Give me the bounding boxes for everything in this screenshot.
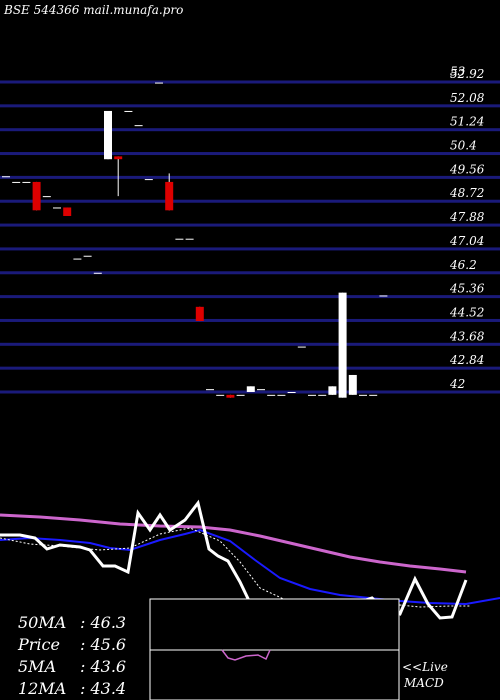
y-tick-label: 42.84: [449, 353, 484, 367]
candle-bull: [12, 181, 21, 183]
candle-bull: [236, 394, 245, 396]
stat-price-label: Price: [18, 635, 60, 654]
macd-panel: [149, 598, 400, 700]
candle-bull: [216, 394, 225, 396]
y-tick-label: 49.56: [449, 162, 485, 176]
candle-bull: [155, 82, 163, 84]
grid-line: [0, 342, 500, 346]
y-tick-label: 50.4: [450, 139, 477, 153]
y-tick-label: 47.88: [449, 210, 485, 224]
candle-bull: [93, 272, 102, 274]
stat-50ma: 50MA : 46.3: [18, 613, 126, 632]
y-tick-label: 45.36: [449, 282, 485, 296]
y-tick-label: 46.2: [449, 258, 477, 272]
candle-bull: [104, 110, 112, 160]
stat-5ma-value: : 43.6: [80, 657, 127, 676]
candle-bull: [369, 394, 378, 396]
candle-bull: [379, 295, 388, 297]
stat-5ma: 5MA : 43.6: [18, 657, 126, 676]
ma-mid-line: [0, 528, 500, 606]
stat-12ma-value: : 43.4: [80, 679, 127, 698]
candle-bull: [175, 238, 184, 240]
candle-bear: [226, 394, 235, 398]
candle-bear: [165, 181, 174, 211]
grid-lines: [0, 80, 500, 394]
candle-bull: [328, 386, 337, 395]
grid-line: [0, 366, 500, 370]
ma-long-line: [0, 513, 467, 574]
grid-line: [0, 128, 500, 132]
y-tick-label: 52.92: [450, 67, 484, 81]
candle-bull: [144, 179, 153, 181]
grid-line: [0, 271, 500, 275]
candle-bull: [2, 176, 10, 178]
grid-line: [0, 80, 500, 84]
chart-title: BSE 544366 mail.munafa.pro: [4, 3, 184, 17]
grid-line: [0, 247, 500, 251]
stat-12ma-label: 12MA: [18, 679, 67, 698]
candle-bull: [83, 255, 92, 257]
grid-line: [0, 175, 500, 179]
y-tick-label: 42: [449, 377, 465, 391]
y-tick-label: 48.72: [449, 186, 484, 200]
candle-bull: [359, 394, 367, 396]
macd-label: MACD: [404, 676, 444, 690]
candle-bull: [267, 394, 276, 396]
stat-5ma-label: 5MA: [18, 657, 57, 676]
candle-bull: [277, 394, 286, 396]
grid-line: [0, 295, 500, 299]
grid-line: [0, 223, 500, 227]
candle-bull: [318, 394, 327, 396]
candle-bull: [287, 392, 296, 393]
candle-bear: [63, 207, 72, 216]
y-tick-label: 51.24: [450, 115, 484, 129]
ma-short-line: [0, 527, 470, 608]
stat-12ma: 12MA : 43.4: [18, 679, 126, 698]
live-label: <<Live: [402, 660, 448, 674]
candle-bear: [114, 156, 123, 160]
stat-50ma-value: : 46.3: [80, 613, 127, 632]
candle-bull: [308, 394, 316, 396]
y-tick-label: 44.52: [449, 305, 484, 319]
y-tick-label: 52.08: [450, 91, 485, 105]
candle-bull: [297, 346, 306, 348]
candle-bear: [32, 181, 41, 211]
grid-line: [0, 152, 500, 156]
candle-bull: [246, 386, 255, 392]
stat-price-value: : 45.6: [80, 635, 127, 654]
candle-bull: [206, 389, 214, 391]
macd-line: [221, 649, 271, 661]
candle-bull: [134, 125, 143, 127]
candle-bull: [185, 238, 194, 240]
candle-bull: [257, 389, 265, 391]
stat-price: Price : 45.6: [18, 635, 126, 654]
candle-bull: [42, 196, 51, 198]
candle-bull: [22, 181, 31, 183]
candlesticks: [2, 82, 388, 398]
stat-50ma-label: 50MA: [18, 613, 67, 632]
grid-line: [0, 199, 500, 203]
candle-bull: [338, 292, 347, 398]
grid-line: [0, 318, 500, 322]
candle-bull: [73, 258, 82, 260]
candle-bull: [348, 374, 357, 395]
candle-bull: [124, 110, 133, 112]
candle-bull: [53, 207, 61, 209]
grid-line: [0, 104, 500, 108]
y-tick-label: 53: [450, 65, 466, 79]
y-tick-label: 43.68: [449, 329, 485, 343]
candle-bear: [195, 306, 204, 322]
y-tick-label: 47.04: [449, 234, 484, 248]
